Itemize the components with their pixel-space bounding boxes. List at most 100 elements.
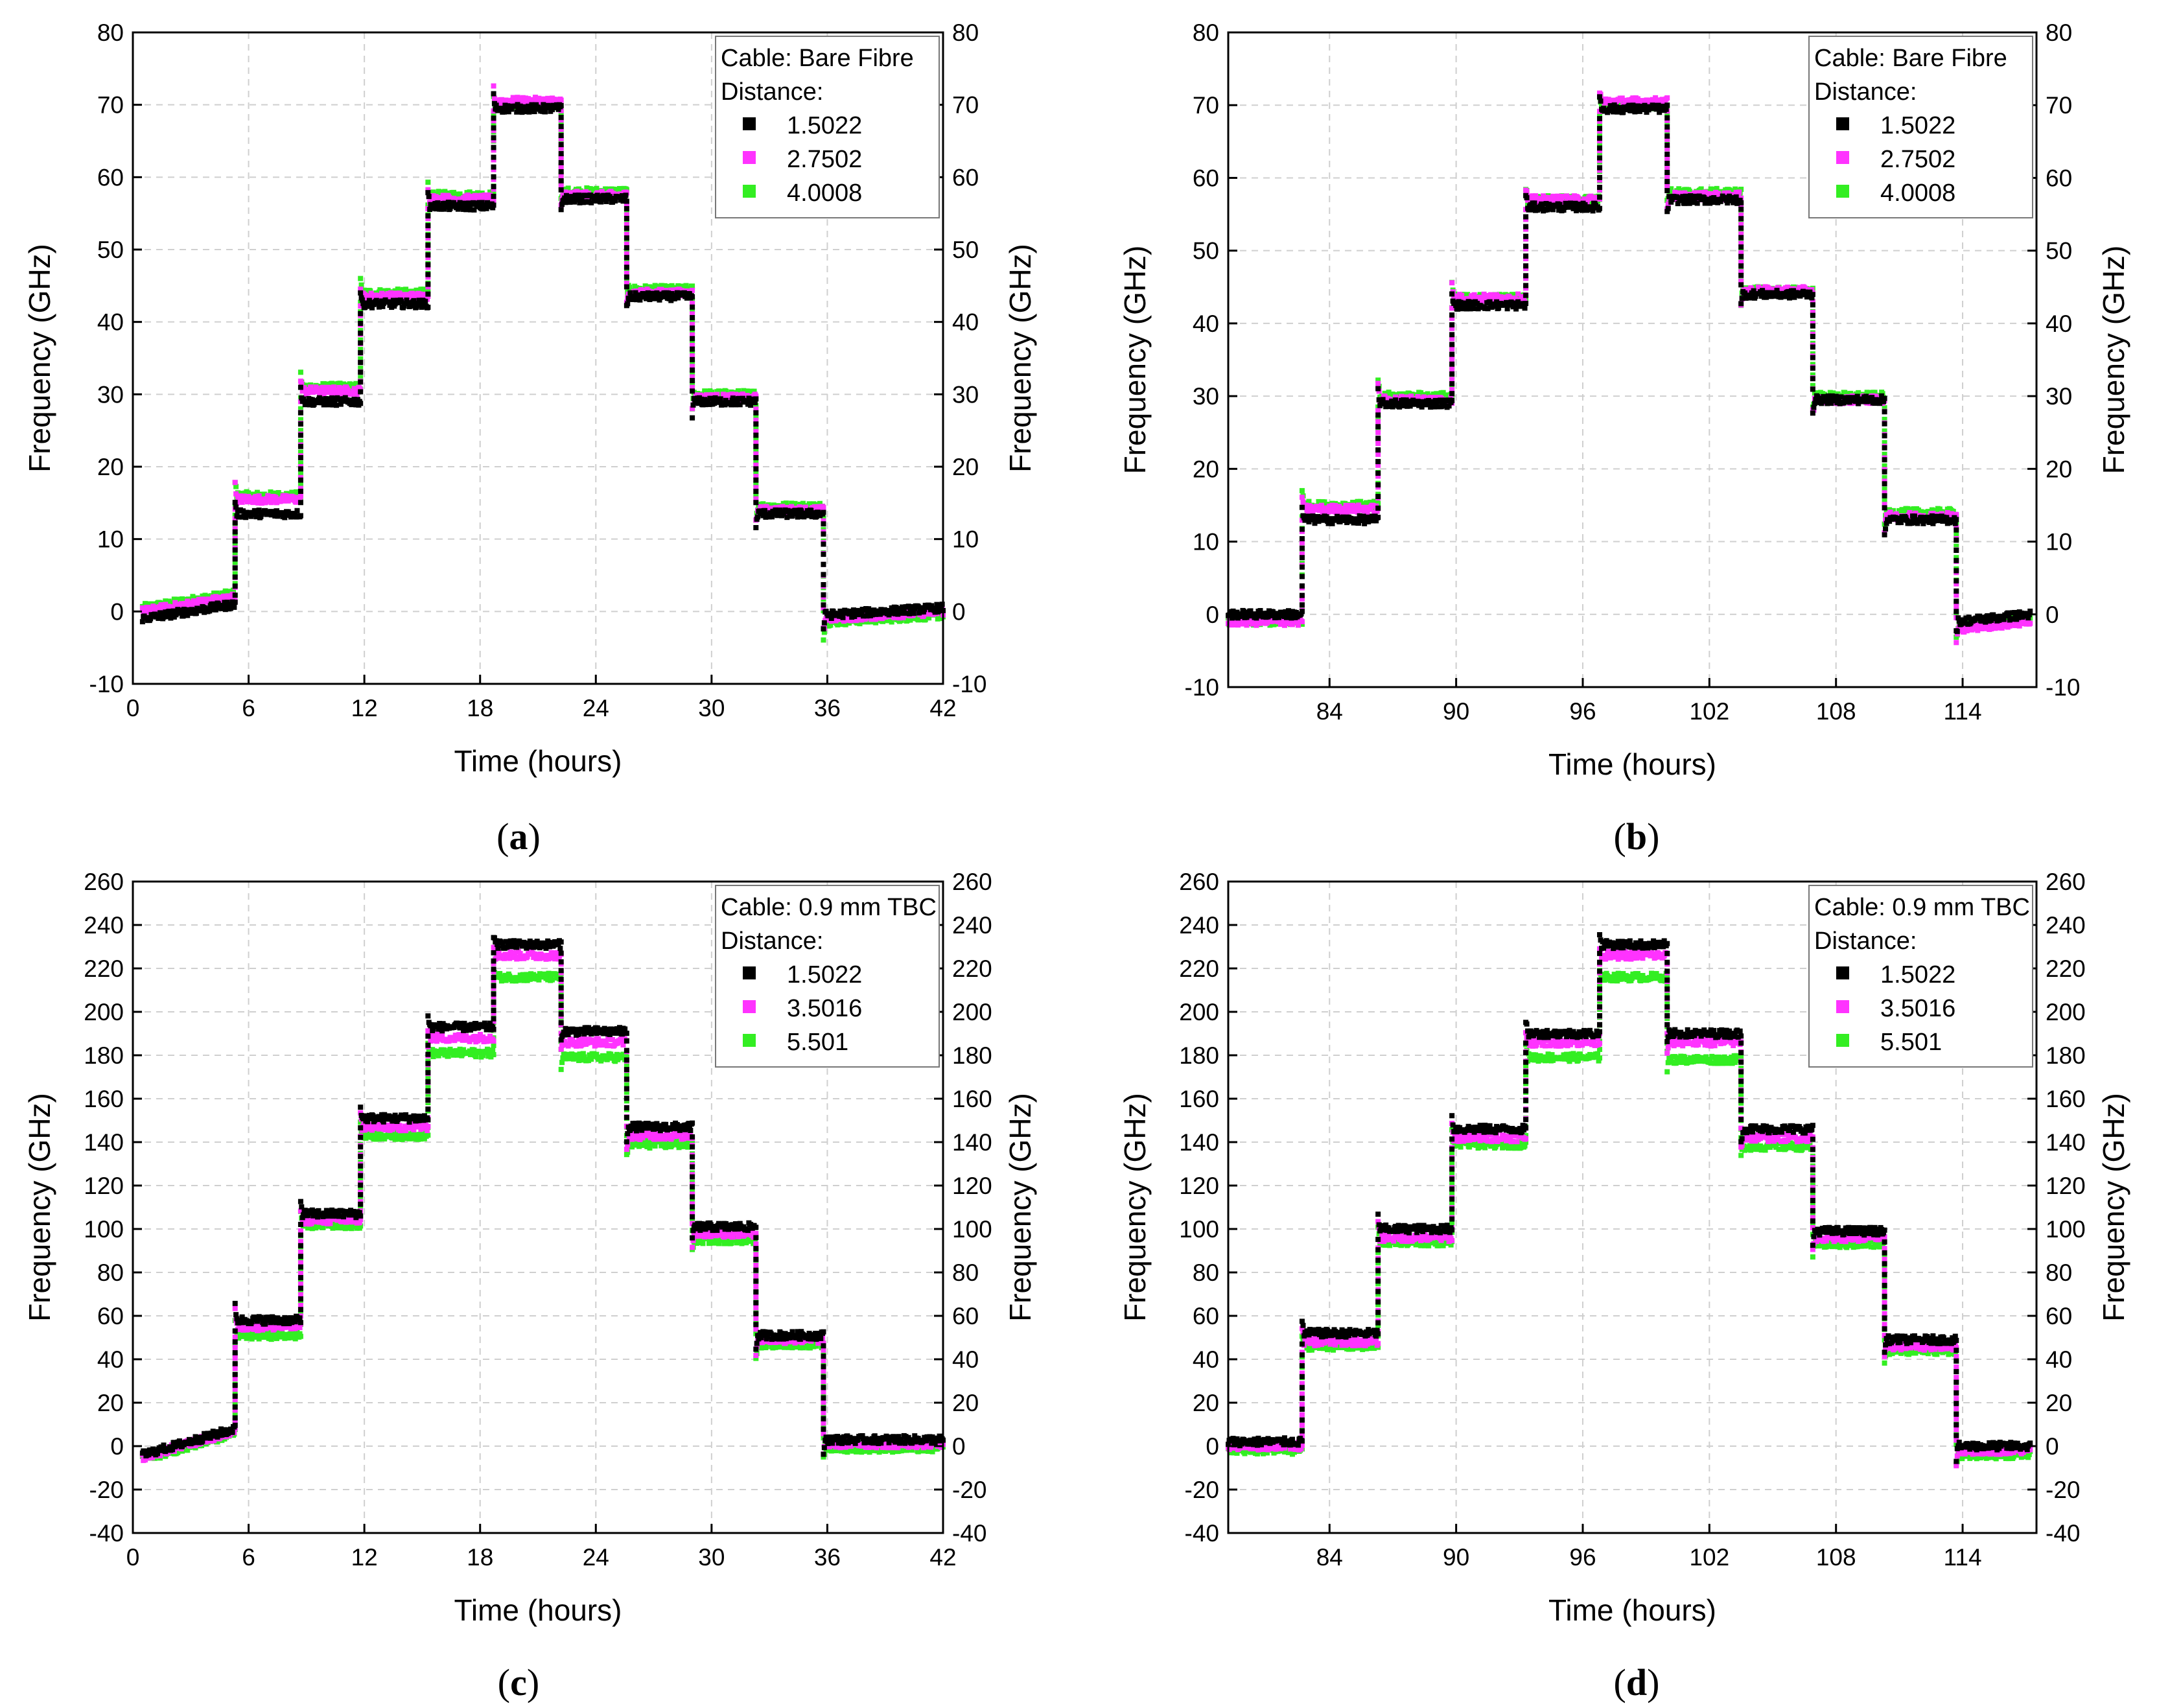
data-point-series-1 (298, 410, 303, 415)
data-point-series-1 (504, 106, 510, 111)
data-point-series-1 (232, 500, 238, 506)
data-point-series-1 (624, 274, 629, 280)
data-point-series-1 (193, 611, 199, 616)
data-point-series-3 (1882, 463, 1887, 469)
data-point-series-3 (323, 381, 329, 387)
data-point-series-1 (188, 611, 194, 616)
data-point-series-1 (546, 104, 552, 110)
data-point-series-3 (1355, 498, 1360, 504)
data-point-series-3 (232, 571, 238, 577)
data-point-series-1 (821, 531, 826, 537)
data-point-series-2 (1467, 296, 1473, 301)
x-tick-label: 24 (583, 695, 609, 721)
data-point-series-3 (358, 347, 364, 353)
data-point-series-3 (491, 111, 496, 117)
data-point-series-1 (915, 603, 921, 609)
data-point-series-2 (1664, 156, 1670, 161)
data-point-series-1 (210, 601, 216, 607)
panel-caption: (a) (496, 815, 541, 858)
data-point-series-3 (1714, 185, 1720, 191)
data-point-series-3 (1882, 498, 1887, 504)
data-point-series-1 (860, 613, 866, 619)
data-point-series-3 (690, 329, 695, 334)
data-point-series-2 (345, 388, 351, 393)
data-point-series-2 (558, 155, 564, 161)
data-point-series-1 (865, 611, 870, 617)
data-point-series-2 (859, 617, 865, 623)
data-point-series-2 (1299, 619, 1305, 625)
data-point-series-1 (467, 207, 473, 213)
data-point-series-1 (406, 300, 412, 306)
data-point-series-2 (1303, 502, 1309, 508)
data-point-series-3 (436, 189, 441, 194)
data-point-series-1 (793, 508, 799, 514)
data-point-series-1 (558, 142, 564, 148)
data-point-series-1 (911, 611, 916, 616)
data-point-series-3 (683, 283, 689, 288)
data-point-series-3 (603, 186, 609, 192)
data-point-series-2 (1370, 502, 1376, 508)
x-tick-label: 18 (467, 695, 493, 721)
data-point-series-2 (1744, 287, 1750, 292)
data-point-series-2 (325, 390, 331, 395)
data-point-series-1 (243, 515, 249, 521)
data-point-series-1 (232, 592, 238, 598)
data-point-series-2 (331, 384, 336, 390)
data-point-series-2 (1738, 269, 1744, 275)
data-point-series-3 (355, 381, 361, 387)
data-point-series-1 (850, 611, 856, 616)
data-point-series-2 (2016, 623, 2022, 629)
data-point-series-2 (1946, 511, 1952, 517)
data-point-series-2 (1622, 97, 1628, 103)
data-point-series-2 (690, 406, 695, 412)
data-point-series-1 (690, 304, 695, 310)
data-point-series-3 (792, 500, 798, 506)
data-point-series-1 (236, 514, 242, 520)
data-point-series-2 (1305, 509, 1311, 515)
data-point-series-2 (624, 231, 629, 237)
data-point-series-2 (515, 95, 520, 100)
data-point-series-1 (732, 402, 738, 408)
data-point-series-3 (1856, 390, 1861, 395)
data-point-series-1 (558, 124, 564, 130)
data-point-series-1 (542, 109, 548, 115)
data-point-series-3 (232, 542, 238, 548)
data-point-series-1 (893, 605, 899, 611)
data-point-series-1 (594, 198, 600, 204)
data-point-series-1 (228, 605, 233, 611)
data-point-series-1 (168, 615, 174, 621)
data-point-series-1 (351, 397, 357, 403)
data-point-series-1 (285, 509, 291, 515)
data-point-series-2 (1449, 325, 1455, 331)
data-point-series-3 (1322, 499, 1327, 505)
y-tick-label-right: 20 (952, 454, 979, 480)
data-point-series-3 (1896, 508, 1902, 513)
y-tick-label: 30 (97, 381, 124, 408)
data-point-series-1 (558, 207, 564, 213)
data-point-series-2 (388, 290, 393, 296)
data-point-series-1 (624, 245, 629, 251)
data-point-series-1 (612, 198, 618, 204)
data-point-series-2 (1978, 622, 1983, 627)
data-point-series-2 (1548, 197, 1554, 203)
data-point-series-1 (840, 614, 846, 620)
data-point-series-2 (690, 287, 695, 293)
x-tick-label: 6 (242, 695, 255, 721)
data-point-series-2 (1766, 286, 1772, 292)
data-point-series-1 (409, 303, 415, 309)
data-point-series-2 (1299, 495, 1305, 500)
data-point-series-1 (152, 611, 158, 617)
data-point-series-1 (934, 602, 940, 607)
data-point-series-1 (214, 605, 220, 611)
data-point-series-1 (753, 477, 759, 483)
data-point-series-2 (1576, 195, 1581, 201)
data-point-series-2 (1449, 387, 1455, 393)
data-point-series-1 (232, 538, 238, 544)
data-point-series-1 (411, 298, 417, 303)
data-point-series-1 (828, 611, 834, 616)
x-tick-label: 42 (929, 695, 956, 721)
data-point-series-3 (1358, 498, 1364, 504)
data-point-series-2 (777, 504, 783, 510)
data-point-series-2 (848, 618, 854, 624)
data-point-series-2 (1479, 295, 1485, 301)
